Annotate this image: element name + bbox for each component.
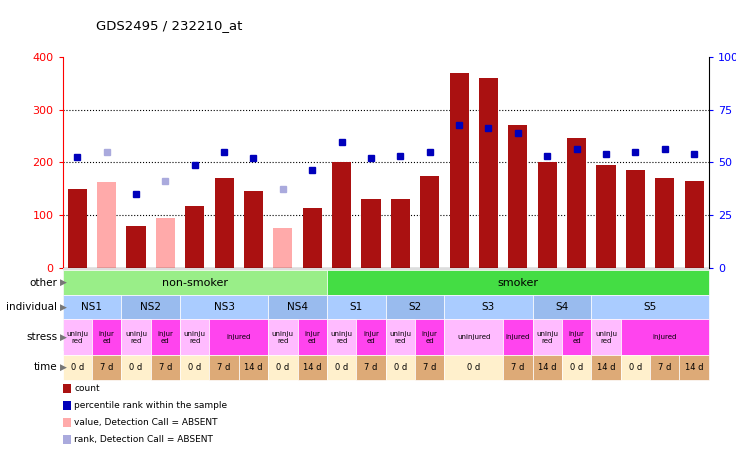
Text: uninju
red: uninju red (389, 331, 411, 344)
Text: count: count (74, 383, 100, 392)
Bar (684, 181, 704, 268)
Text: uninju
red: uninju red (537, 331, 558, 344)
Bar (68, 189, 87, 268)
Text: 7 d: 7 d (159, 363, 172, 372)
Text: ▶: ▶ (60, 333, 66, 342)
Text: uninju
red: uninju red (330, 331, 353, 344)
Text: S3: S3 (482, 302, 495, 312)
Text: 7 d: 7 d (100, 363, 113, 372)
Text: injured: injured (227, 334, 251, 340)
Text: time: time (34, 362, 57, 373)
Bar (215, 178, 233, 268)
Text: NS2: NS2 (140, 302, 161, 312)
Text: 0 d: 0 d (570, 363, 583, 372)
Text: 0 d: 0 d (188, 363, 202, 372)
Text: 0 d: 0 d (629, 363, 642, 372)
Bar (156, 218, 175, 268)
Bar (420, 175, 439, 268)
Bar (302, 208, 322, 268)
Text: S2: S2 (408, 302, 422, 312)
Bar (332, 163, 351, 268)
Text: value, Detection Call = ABSENT: value, Detection Call = ABSENT (74, 418, 218, 427)
Text: uninju
red: uninju red (66, 331, 88, 344)
Text: injur
ed: injur ed (363, 331, 379, 344)
Bar (97, 182, 116, 268)
Text: injur
ed: injur ed (158, 331, 173, 344)
Text: 0 d: 0 d (276, 363, 289, 372)
Text: injured: injured (506, 334, 530, 340)
Text: S4: S4 (555, 302, 568, 312)
Bar (273, 228, 292, 268)
Text: injur
ed: injur ed (569, 331, 584, 344)
Text: 7 d: 7 d (423, 363, 436, 372)
Text: injur
ed: injur ed (304, 331, 320, 344)
Text: stress: stress (26, 332, 57, 342)
Text: 14 d: 14 d (684, 363, 704, 372)
Text: injur
ed: injur ed (99, 331, 115, 344)
Text: injured: injured (653, 334, 677, 340)
Bar (567, 137, 586, 268)
Text: uninju
red: uninju red (125, 331, 147, 344)
Text: individual: individual (7, 302, 57, 312)
Bar (185, 206, 205, 268)
Text: uninju
red: uninju red (595, 331, 617, 344)
Bar (538, 163, 556, 268)
Bar (479, 78, 498, 268)
Text: 14 d: 14 d (597, 363, 615, 372)
Text: 7 d: 7 d (658, 363, 671, 372)
Bar (244, 191, 263, 268)
Text: 7 d: 7 d (512, 363, 525, 372)
Text: smoker: smoker (498, 277, 538, 288)
Text: 0 d: 0 d (394, 363, 407, 372)
Text: uninju
red: uninju red (184, 331, 206, 344)
Text: percentile rank within the sample: percentile rank within the sample (74, 401, 227, 410)
Text: injur
ed: injur ed (422, 331, 438, 344)
Text: 0 d: 0 d (335, 363, 348, 372)
Text: GDS2495 / 232210_at: GDS2495 / 232210_at (96, 19, 242, 32)
Text: uninju
red: uninju red (272, 331, 294, 344)
Text: non-smoker: non-smoker (162, 277, 227, 288)
Text: rank, Detection Call = ABSENT: rank, Detection Call = ABSENT (74, 435, 213, 444)
Text: ▶: ▶ (60, 363, 66, 372)
Text: 0 d: 0 d (130, 363, 143, 372)
Bar (450, 73, 469, 268)
Bar (509, 126, 528, 268)
Text: 0 d: 0 d (467, 363, 481, 372)
Text: NS3: NS3 (213, 302, 235, 312)
Bar (626, 170, 645, 268)
Text: NS4: NS4 (287, 302, 308, 312)
Text: ▶: ▶ (60, 278, 66, 287)
Text: 0 d: 0 d (71, 363, 84, 372)
Text: ▶: ▶ (60, 303, 66, 311)
Bar (391, 199, 410, 268)
Bar (596, 165, 615, 268)
Bar (127, 226, 146, 268)
Text: uninjured: uninjured (457, 334, 490, 340)
Text: S5: S5 (643, 302, 657, 312)
Text: 7 d: 7 d (217, 363, 231, 372)
Text: 14 d: 14 d (538, 363, 556, 372)
Text: NS1: NS1 (82, 302, 102, 312)
Bar (655, 178, 674, 268)
Text: S1: S1 (350, 302, 363, 312)
Text: other: other (29, 277, 57, 288)
Text: 7 d: 7 d (364, 363, 378, 372)
Bar (361, 199, 381, 268)
Text: 14 d: 14 d (244, 363, 263, 372)
Text: 14 d: 14 d (303, 363, 322, 372)
